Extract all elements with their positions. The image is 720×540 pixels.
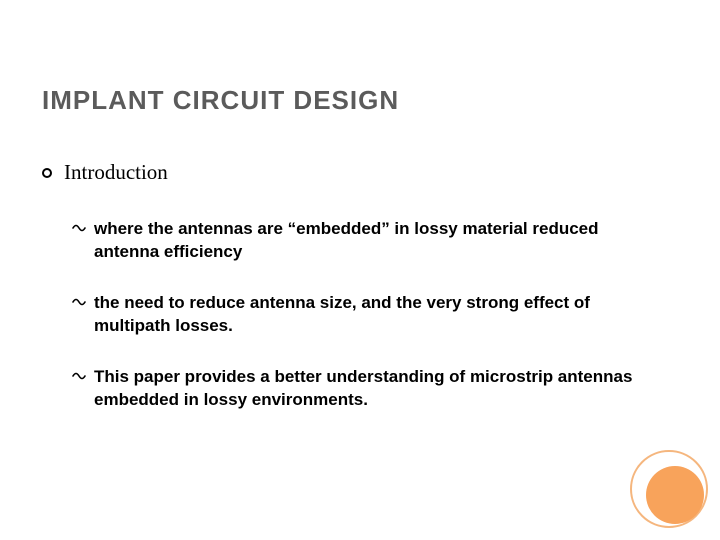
wave-bullet-icon <box>72 221 90 233</box>
list-item: the need to reduce antenna size, and the… <box>72 292 662 338</box>
list-item: This paper provides a better understandi… <box>72 366 662 412</box>
list-item-text: This paper provides a better understandi… <box>94 366 662 412</box>
slide-title: IMPLANT CIRCUIT DESIGN <box>42 85 399 116</box>
points-list: where the antennas are “embedded” in los… <box>72 218 662 440</box>
section-heading: Introduction <box>64 160 168 185</box>
list-item-text: the need to reduce antenna size, and the… <box>94 292 662 338</box>
list-item: where the antennas are “embedded” in los… <box>72 218 662 264</box>
list-item-text: where the antennas are “embedded” in los… <box>94 218 662 264</box>
corner-decoration <box>624 444 704 524</box>
wave-bullet-icon <box>72 295 90 307</box>
open-bullet-icon <box>42 168 52 178</box>
wave-bullet-icon <box>72 369 90 381</box>
slide: IMPLANT CIRCUIT DESIGN Introduction wher… <box>0 0 720 540</box>
inner-circle-icon <box>646 466 704 524</box>
section-row: Introduction <box>42 160 168 185</box>
